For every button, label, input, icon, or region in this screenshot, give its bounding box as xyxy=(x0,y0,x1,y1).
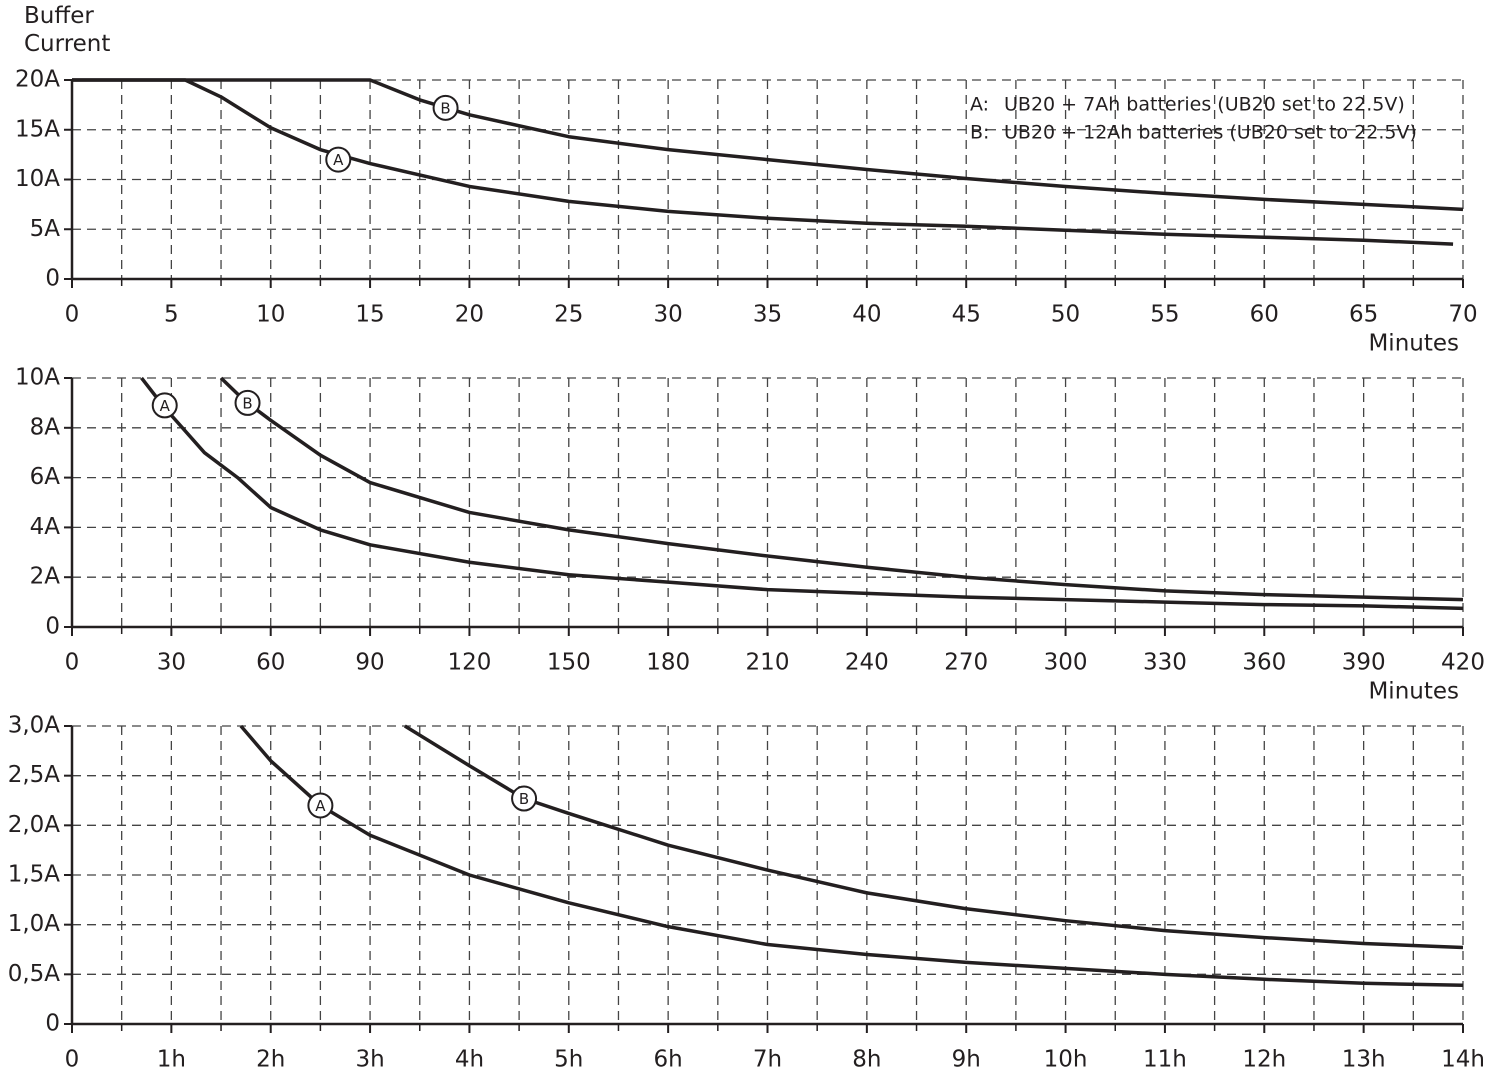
x-tick-label: 90 xyxy=(355,650,384,676)
x-tick-label: 7h xyxy=(753,1047,782,1073)
x-tick-label: 45 xyxy=(952,302,981,328)
x-tick-label: 9h xyxy=(952,1047,981,1073)
y-tick-label: 2,0A xyxy=(8,812,61,838)
x-axis-label: Minutes xyxy=(1368,331,1459,357)
x-tick-label: 0 xyxy=(65,1047,80,1073)
x-tick-label: 120 xyxy=(447,650,491,676)
curve xyxy=(72,78,1464,212)
curve-marker-label: A xyxy=(160,397,171,415)
y-tick-label: 3,0A xyxy=(8,713,61,739)
curve-marker xyxy=(325,146,352,173)
curve-marker-label: B xyxy=(440,99,450,117)
curve xyxy=(140,376,1464,611)
y-tick-label: 4A xyxy=(30,514,61,540)
y-tick-label: 0 xyxy=(45,1011,60,1037)
x-tick-label: 180 xyxy=(646,650,690,676)
x-tick-label: 35 xyxy=(753,302,782,328)
x-tick-label: 300 xyxy=(1044,650,1088,676)
x-tick-label: 10h xyxy=(1044,1047,1088,1073)
x-tick-label: 60 xyxy=(256,650,285,676)
x-tick-label: 40 xyxy=(852,302,881,328)
curve xyxy=(72,78,1454,246)
x-tick-label: 420 xyxy=(1441,650,1485,676)
x-tick-label: 5h xyxy=(554,1047,583,1073)
legend-text: UB20 + 12Ah batteries (UB20 set to 22.5V… xyxy=(1004,122,1417,144)
y-tick-label: 2A xyxy=(30,564,61,590)
curve-marker xyxy=(234,389,261,416)
y-tick-label: 1,5A xyxy=(8,862,61,888)
x-tick-label: 0 xyxy=(65,302,80,328)
x-tick-label: 60 xyxy=(1250,302,1279,328)
x-tick-label: 14h xyxy=(1441,1047,1485,1073)
curve-marker xyxy=(151,392,178,419)
x-tick-label: 210 xyxy=(746,650,790,676)
x-tick-label: 55 xyxy=(1150,302,1179,328)
y-tick-label: 2,5A xyxy=(8,762,61,788)
legend-key: B: xyxy=(970,122,989,144)
y-axis-label: Buffer Current xyxy=(24,3,111,57)
x-tick-label: 10 xyxy=(256,302,285,328)
x-tick-label: 330 xyxy=(1143,650,1187,676)
x-tick-label: 20 xyxy=(455,302,484,328)
x-tick-label: 30 xyxy=(157,650,186,676)
x-tick-label: 13h xyxy=(1342,1047,1386,1073)
curve xyxy=(403,724,1464,950)
x-tick-label: 4h xyxy=(455,1047,484,1073)
curve xyxy=(239,724,1464,988)
curve-marker-label: B xyxy=(519,790,529,808)
x-tick-label: 360 xyxy=(1242,650,1286,676)
curve-marker xyxy=(307,792,334,819)
x-tick-label: 0 xyxy=(65,650,80,676)
x-tick-label: 11h xyxy=(1143,1047,1187,1073)
x-tick-label: 240 xyxy=(845,650,889,676)
x-tick-label: 12h xyxy=(1242,1047,1286,1073)
y-tick-label: 6A xyxy=(30,464,61,490)
x-tick-label: 30 xyxy=(654,302,683,328)
y-tick-label: 10A xyxy=(15,166,60,192)
x-axis-label: Minutes xyxy=(1368,679,1459,705)
x-tick-label: 50 xyxy=(1051,302,1080,328)
legend-text: UB20 + 7Ah batteries (UB20 set to 22.5V) xyxy=(1004,94,1405,116)
y-tick-label: 8A xyxy=(30,414,61,440)
y-tick-label: 0 xyxy=(45,614,60,640)
y-tick-label: 15A xyxy=(15,116,60,142)
y-tick-label: 0 xyxy=(45,266,60,292)
x-tick-label: 1h xyxy=(157,1047,186,1073)
curve-marker xyxy=(432,94,459,121)
x-tick-label: 65 xyxy=(1349,302,1378,328)
curve-marker-label: B xyxy=(242,394,252,412)
x-tick-label: 70 xyxy=(1448,302,1477,328)
x-tick-label: 390 xyxy=(1342,650,1386,676)
x-tick-label: 5 xyxy=(164,302,179,328)
x-tick-label: 270 xyxy=(944,650,988,676)
x-tick-label: 25 xyxy=(554,302,583,328)
curve xyxy=(219,376,1464,602)
x-tick-label: 3h xyxy=(355,1047,384,1073)
y-tick-label: 5A xyxy=(30,216,61,242)
curve-marker xyxy=(511,785,538,812)
y-tick-label: 20A xyxy=(15,67,60,93)
y-tick-label: 10A xyxy=(15,365,60,391)
x-tick-label: 15 xyxy=(355,302,384,328)
legend-key: A: xyxy=(970,94,989,116)
x-tick-label: 2h xyxy=(256,1047,285,1073)
x-tick-label: 150 xyxy=(547,650,591,676)
y-tick-label: 1,0A xyxy=(8,911,61,937)
curve-marker-label: A xyxy=(333,151,344,169)
y-tick-label: 0,5A xyxy=(8,961,61,987)
curve-marker-label: A xyxy=(315,797,326,815)
x-tick-label: 8h xyxy=(852,1047,881,1073)
x-tick-label: 6h xyxy=(654,1047,683,1073)
